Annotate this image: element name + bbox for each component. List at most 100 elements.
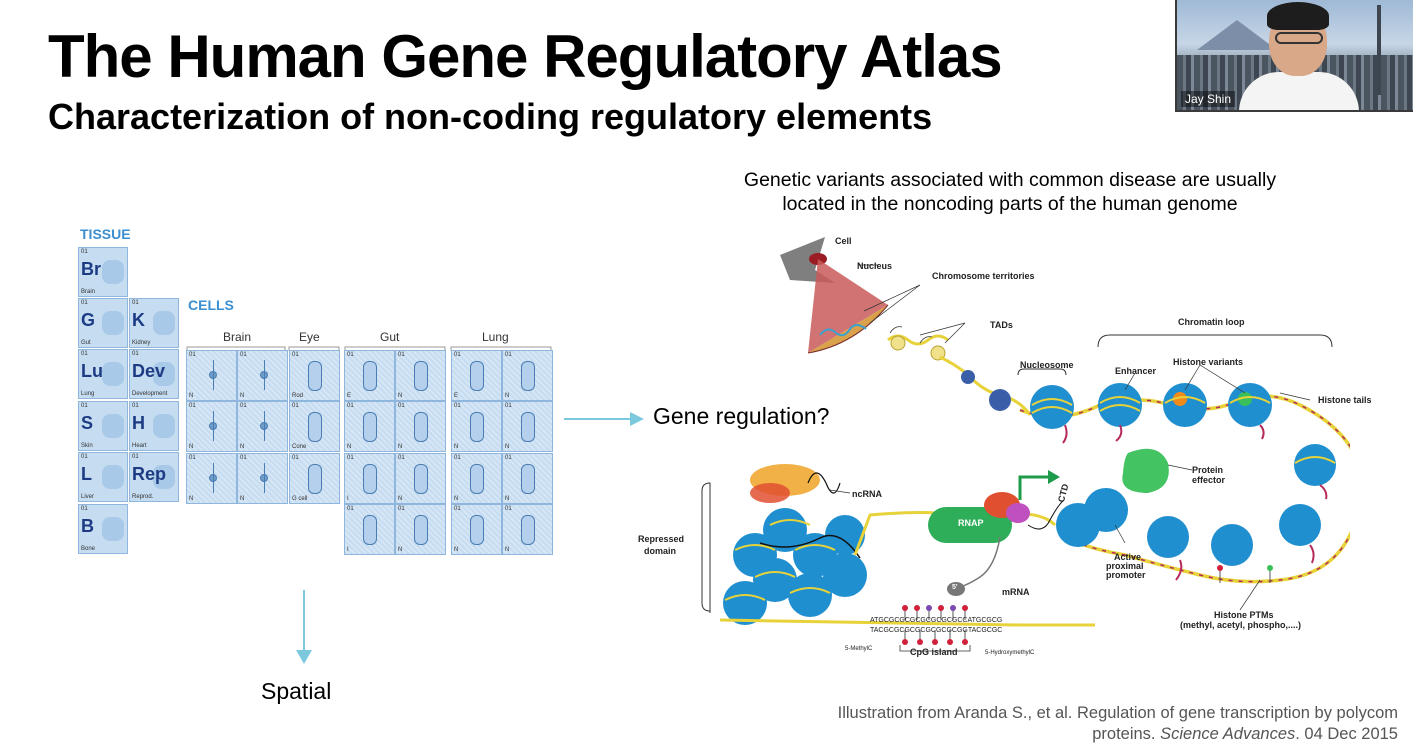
label-nucleus: Nucleus — [857, 261, 893, 271]
cell-tile-label: N — [189, 496, 194, 502]
cell-tile-label: N — [398, 393, 403, 399]
cell-shape-icon — [209, 411, 217, 441]
cell-type-tile: 01 I — [344, 504, 395, 555]
slide-subtitle: Characterization of non-coding regulator… — [48, 96, 933, 137]
tissue-cell-number: 01 — [81, 249, 88, 255]
tissue-organ-icon — [102, 465, 124, 489]
cell-type-tile: 01 N — [395, 504, 446, 555]
cell-tile-number: 01 — [189, 403, 196, 409]
cell-tile-label: N — [347, 444, 352, 450]
tissue-cell-name: Bone — [81, 546, 96, 552]
group-brackets — [186, 346, 552, 351]
cell-shape-icon — [308, 464, 322, 494]
cell-shape-icon — [521, 464, 535, 494]
tower-icon — [1377, 5, 1381, 95]
label-protein: Protein — [1192, 465, 1224, 475]
genetic-variants-text: Genetic variants associated with common … — [690, 168, 1330, 216]
tissue-cell-name: Skin — [81, 443, 93, 449]
tissue-cell-symbol: B — [81, 516, 94, 536]
tissue-cell-bone: 01 B Bone — [78, 504, 128, 554]
cell-tile-number: 01 — [454, 455, 461, 461]
cell-type-tile: 01 E — [451, 350, 502, 401]
spatial-text: Spatial — [261, 678, 332, 704]
label-cell: Cell — [835, 236, 852, 246]
tissue-cell-number: 01 — [132, 351, 139, 357]
cell-shape-icon — [260, 463, 268, 493]
cell-tile-number: 01 — [292, 455, 299, 461]
tissue-organ-icon — [102, 517, 124, 541]
cell-tile-label: N — [454, 444, 459, 450]
rnap-shape — [928, 507, 1012, 543]
cells-label: CELLS — [188, 297, 234, 313]
cell-tile-number: 01 — [347, 455, 354, 461]
label-mrna: mRNA — [1002, 587, 1030, 597]
cell-type-tile: 01 N — [237, 350, 288, 401]
tissue-cell-symbol: Dev — [132, 361, 166, 381]
tissue-cell-symbol: G — [81, 310, 96, 330]
tissue-cell-heart: 01 H Heart — [129, 401, 179, 451]
cell-type-tile: 01 Rod — [289, 350, 340, 401]
label-hydroxymethylc: 5-HydroxymethylC — [985, 650, 1035, 656]
cell-type-tile: 01 N — [186, 350, 237, 401]
citation-suffix: . 04 Dec 2015 — [1295, 725, 1398, 743]
cell-shape-icon — [470, 412, 484, 442]
citation-journal: Science Advances — [1160, 725, 1296, 743]
cell-tile-number: 01 — [347, 352, 354, 358]
cell-tile-label: N — [240, 444, 245, 450]
cell-shape-icon — [363, 412, 377, 442]
cell-shape-icon — [363, 515, 377, 545]
cell-tile-label: Rod — [292, 393, 304, 399]
nucleosome-shape — [1030, 385, 1074, 429]
cell-shape-icon — [470, 515, 484, 545]
cpg-pins — [902, 605, 968, 645]
cell-tile-label: N — [189, 393, 194, 399]
cell-tile-number: 01 — [505, 506, 512, 512]
tissue-cell-symbol: H — [132, 413, 145, 433]
tissue-cell-symbol: Br — [81, 259, 102, 279]
cell-tile-number: 01 — [505, 403, 512, 409]
label-chromatin-loop: Chromatin loop — [1178, 317, 1245, 327]
label-histone-variants: Histone variants — [1173, 357, 1244, 367]
tissue-cell-number: 01 — [81, 351, 88, 357]
tissue-organ-icon — [102, 260, 124, 284]
cell-tile-number: 01 — [398, 455, 405, 461]
cell-shape-icon — [414, 464, 428, 494]
citation-line-2: proteins. Science Advances. 04 Dec 2015 — [700, 724, 1398, 745]
cell-shape-icon — [521, 361, 535, 391]
cell-tile-number: 01 — [398, 506, 405, 512]
cell-type-tile: 01 N — [237, 453, 288, 504]
participant-glasses — [1275, 32, 1323, 44]
cell-type-tile: 01 Cone — [289, 401, 340, 452]
cell-tile-number: 01 — [454, 403, 461, 409]
label-methylc: 5-MethylC — [845, 646, 873, 652]
cell-tile-label: I — [347, 496, 349, 502]
cell-tile-label: E — [347, 393, 352, 399]
cell-shape-icon — [470, 361, 484, 391]
cell-tile-number: 01 — [189, 352, 196, 358]
group-label-brain: Brain — [223, 330, 252, 344]
cell-shape-icon — [209, 463, 217, 493]
cell-tile-label: N — [398, 496, 403, 502]
tissue-cell-name: Gut — [81, 340, 91, 346]
cell-tile-number: 01 — [347, 403, 354, 409]
cell-type-tile: 01 N — [502, 350, 553, 401]
tissue-organ-icon — [102, 414, 124, 438]
arrow-down-icon — [296, 590, 312, 664]
tissue-cell-name: Liver — [81, 494, 95, 500]
tissue-cell-development: 01 Dev Development — [129, 349, 179, 399]
tissue-cell-number: 01 — [81, 403, 88, 409]
label-rnap: RNAP — [958, 518, 984, 528]
label-tads: TADs — [990, 320, 1013, 330]
cell-tile-number: 01 — [292, 352, 299, 358]
participant-video[interactable]: Jay Shin — [1175, 0, 1413, 112]
label-enhancer: Enhancer — [1115, 366, 1157, 376]
label-active: Active — [1114, 552, 1142, 562]
citation: Illustration from Aranda S., et al. Regu… — [700, 703, 1398, 745]
label-ncrna: ncRNA — [852, 489, 883, 499]
cell-tile-label: N — [398, 547, 403, 553]
tissue-cell-symbol: S — [81, 413, 94, 433]
genetic-text-line-2: located in the noncoding parts of the hu… — [782, 193, 1238, 215]
tissue-cell-gut: 01 G Gut — [78, 298, 128, 348]
cell-type-tile: 01 I — [344, 453, 395, 504]
cell-tile-number: 01 — [347, 506, 354, 512]
